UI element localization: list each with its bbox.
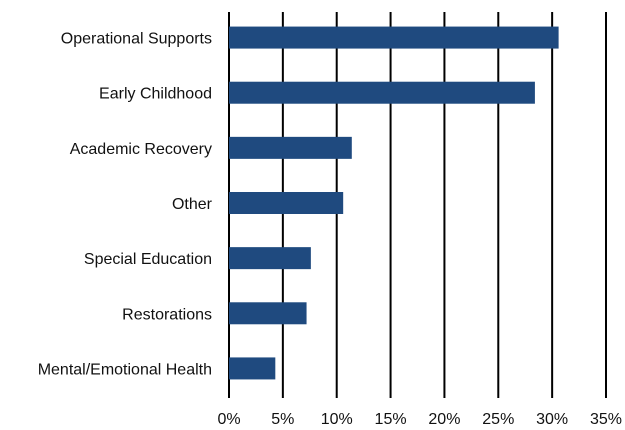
x-tick-labels: 0% 5% 10% 15% 20% 25% 30% 35% (217, 411, 622, 428)
bar (229, 247, 311, 270)
x-tick-label: 0% (217, 411, 240, 428)
x-tick-label: 15% (375, 411, 407, 428)
bar (229, 136, 352, 159)
bar (229, 26, 559, 49)
bar (229, 81, 535, 104)
x-tick-label: 25% (482, 411, 514, 428)
category-label: Academic Recovery (70, 141, 212, 158)
x-tick-label: 10% (321, 411, 353, 428)
category-label: Operational Supports (61, 31, 212, 48)
category-label: Other (172, 196, 213, 213)
bar (229, 357, 276, 380)
category-label: Mental/Emotional Health (38, 361, 212, 378)
category-labels: Operational Supports Early Childhood Acade… (38, 31, 213, 379)
bar (229, 192, 344, 214)
x-tick-label: 30% (536, 411, 568, 428)
category-label: Early Childhood (99, 86, 212, 103)
x-tick-label: 5% (271, 411, 294, 428)
x-tick-label: 35% (590, 411, 622, 428)
bars (229, 26, 559, 380)
category-label: Restorations (122, 306, 212, 323)
bar (229, 302, 307, 325)
x-tick-label: 20% (428, 411, 460, 428)
category-label: Special Education (84, 251, 212, 268)
